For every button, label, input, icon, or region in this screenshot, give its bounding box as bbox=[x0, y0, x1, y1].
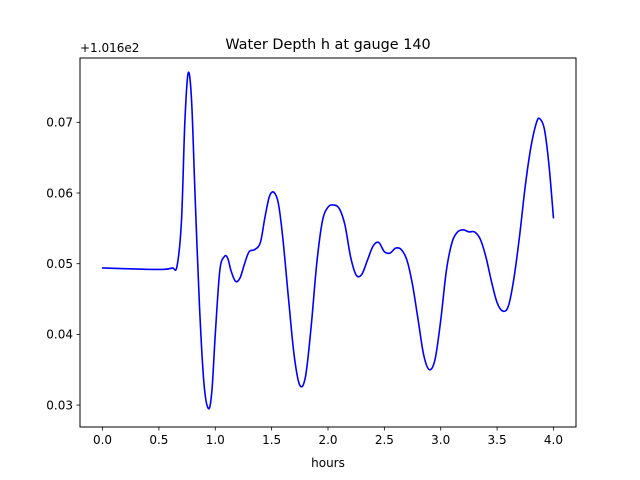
x-tick-label: 0.5 bbox=[149, 433, 168, 447]
x-axis-label: hours bbox=[311, 456, 345, 470]
x-tick-label: 1.5 bbox=[262, 433, 281, 447]
y-tick-label: 0.05 bbox=[46, 257, 73, 271]
y-tick-label: 0.06 bbox=[46, 186, 73, 200]
x-tick-label: 4.0 bbox=[544, 433, 563, 447]
x-tick-label: 2.5 bbox=[375, 433, 394, 447]
series-line bbox=[101, 71, 555, 410]
x-tick-label: 3.5 bbox=[488, 433, 507, 447]
plot-frame bbox=[79, 57, 577, 428]
series-layer bbox=[101, 71, 555, 410]
y-tick-label: 0.04 bbox=[46, 328, 73, 342]
x-tick-label: 3.0 bbox=[431, 433, 450, 447]
y-ticks: 0.03 0.04 0.05 0.06 0.07 bbox=[46, 116, 80, 412]
y-tick-label: 0.03 bbox=[46, 398, 73, 412]
y-offset-text: +1.016e2 bbox=[80, 41, 139, 55]
y-tick-label: 0.07 bbox=[46, 116, 73, 130]
x-tick-label: 2.0 bbox=[318, 433, 337, 447]
x-tick-label: 1.0 bbox=[206, 433, 225, 447]
chart-title: Water Depth h at gauge 140 bbox=[225, 37, 430, 53]
x-ticks: 0.0 0.5 1.0 1.5 2.0 2.5 3.0 3.5 4.0 bbox=[93, 427, 563, 447]
x-tick-label: 0.0 bbox=[93, 433, 112, 447]
